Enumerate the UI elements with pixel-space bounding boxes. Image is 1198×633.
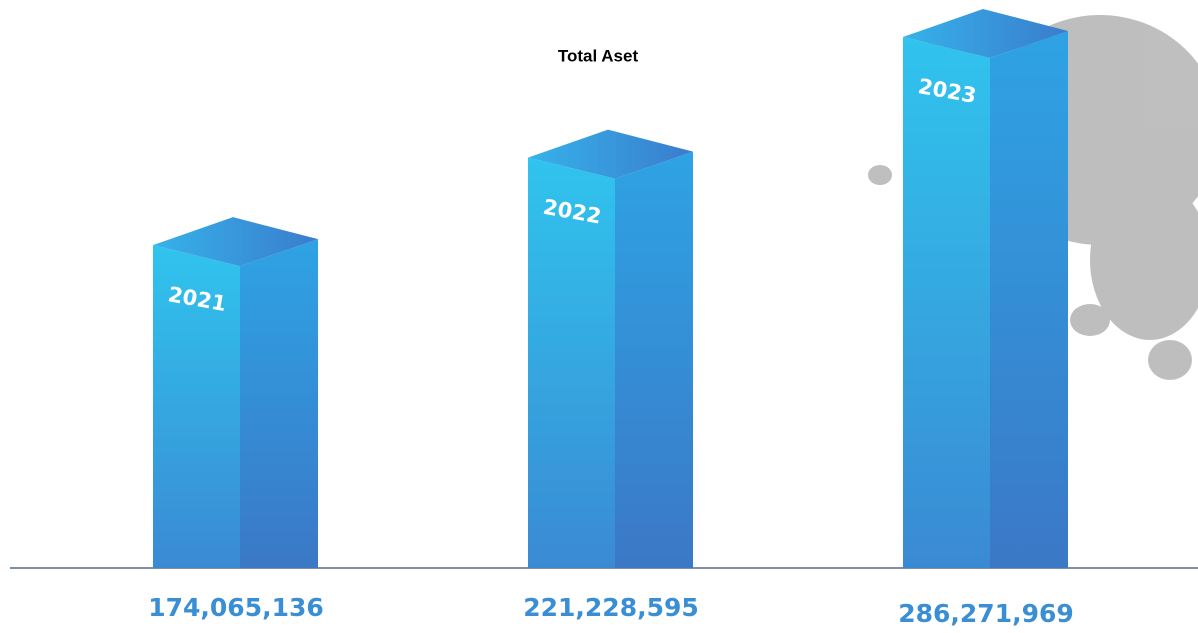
bar-side: [990, 31, 1068, 568]
value-label: 286,271,969: [898, 599, 1074, 628]
chart-title: Total Aset: [558, 46, 639, 65]
bar-side: [615, 152, 693, 568]
bar-side: [240, 239, 318, 568]
chart: Total Aset 2021174,065,1362022221,228,59…: [0, 0, 1198, 633]
value-label: 174,065,136: [148, 593, 324, 622]
bar: [903, 37, 990, 568]
value-label: 221,228,595: [523, 593, 699, 622]
